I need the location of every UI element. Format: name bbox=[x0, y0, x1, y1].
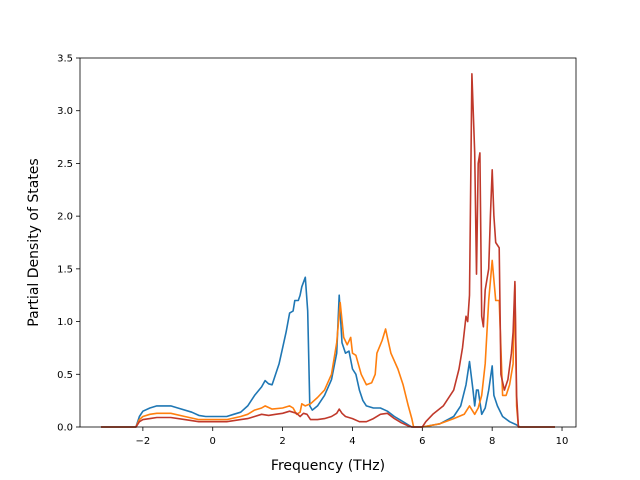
y-tick-label: 3.5 bbox=[57, 54, 73, 65]
y-axis-label: Partial Density of States bbox=[26, 158, 42, 326]
x-tick-label: −2 bbox=[135, 436, 150, 447]
series-group bbox=[101, 73, 555, 428]
series-line-1 bbox=[101, 276, 555, 428]
x-tick-label: 6 bbox=[419, 436, 425, 447]
y-tick-label: 1.5 bbox=[57, 264, 73, 275]
tick-group: −2 0 2 4 6 8 10 0.0 0.5 1.0 1.5 2.0 2.5 3.0 3.5 bbox=[57, 54, 568, 448]
series-line-2 bbox=[101, 259, 555, 428]
series-line-3 bbox=[101, 73, 555, 428]
x-tick-label: 4 bbox=[349, 436, 355, 447]
x-tick-label: 8 bbox=[489, 436, 495, 447]
x-tick-label: 10 bbox=[556, 436, 569, 447]
y-tick-label: 2.0 bbox=[57, 212, 73, 223]
plot-frame bbox=[79, 57, 577, 428]
y-tick-label: 0.0 bbox=[57, 423, 73, 434]
x-axis-label: Frequency (THz) bbox=[271, 458, 385, 474]
y-tick-label: 0.5 bbox=[57, 370, 73, 381]
y-tick-label: 1.0 bbox=[57, 317, 73, 328]
x-tick-label: 0 bbox=[210, 436, 216, 447]
y-tick-label: 2.5 bbox=[57, 159, 73, 170]
y-tick-label: 3.0 bbox=[57, 106, 73, 117]
x-tick-label: 2 bbox=[279, 436, 285, 447]
